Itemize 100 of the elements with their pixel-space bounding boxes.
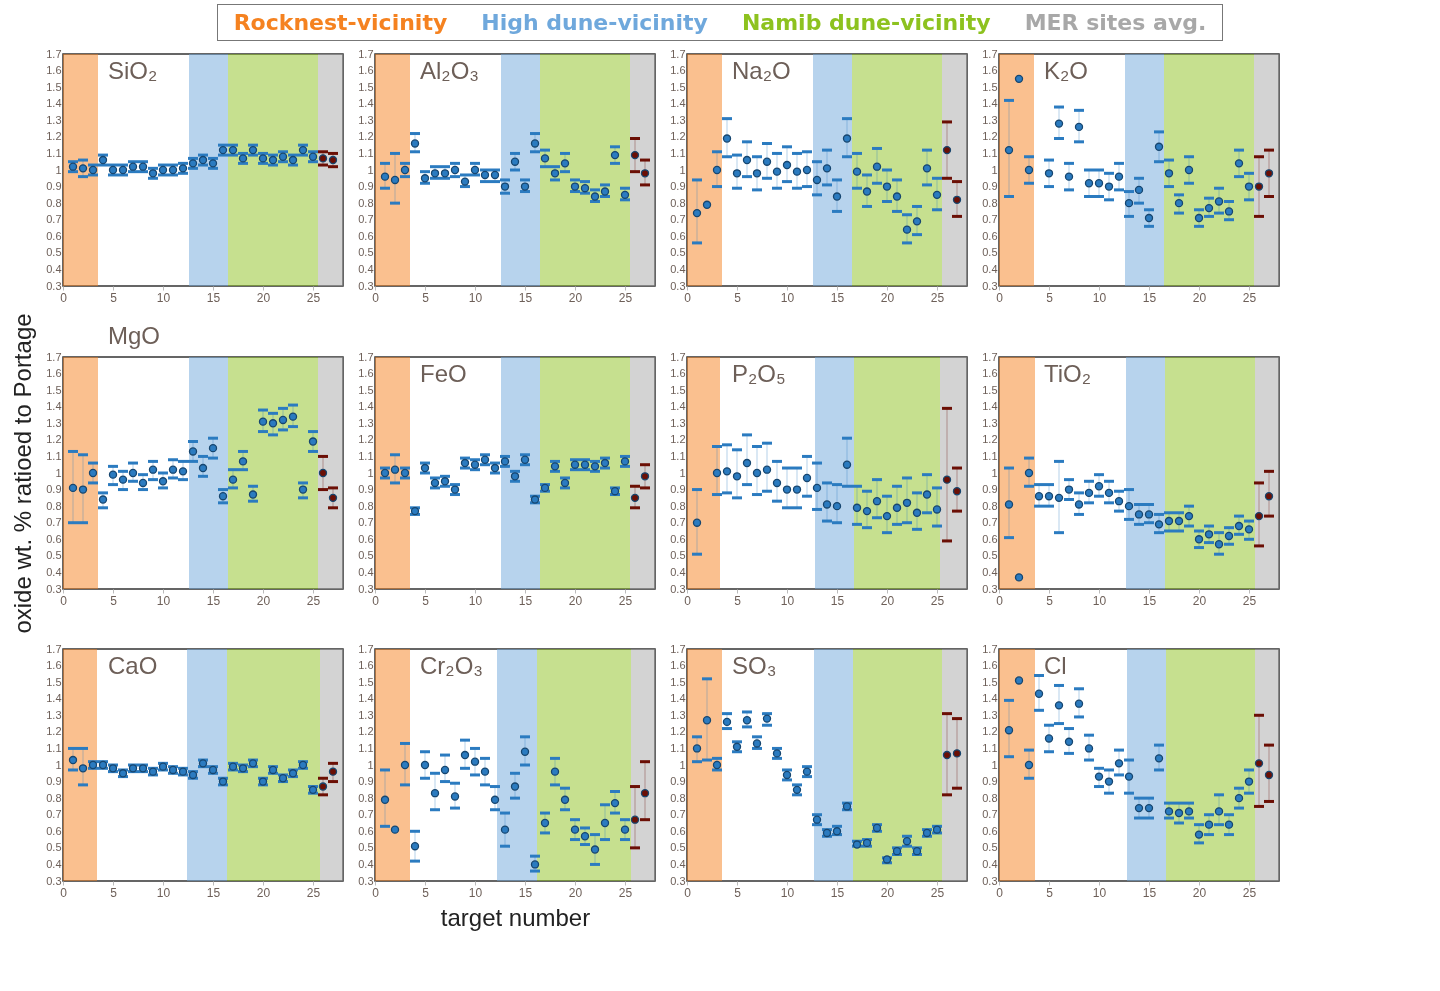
y-tick-label: 1.1 <box>46 741 62 754</box>
point <box>1264 770 1274 780</box>
y-tick-label: 0.7 <box>670 516 686 529</box>
point <box>1204 530 1214 539</box>
point <box>762 714 772 723</box>
point <box>148 465 158 474</box>
point <box>1024 760 1034 770</box>
point <box>550 767 560 776</box>
y-tick-label: 0.9 <box>670 483 686 496</box>
y-tick-label: 1.7 <box>46 47 62 60</box>
point <box>952 487 962 496</box>
y-tick-label: 1.6 <box>670 659 686 672</box>
chart-title: K₂O <box>1044 57 1088 84</box>
y-tick-label: 0.4 <box>46 565 62 578</box>
x-tick-label: 0 <box>60 885 68 900</box>
y-tick-label: 1 <box>55 163 62 176</box>
x-tick-label: 25 <box>618 885 633 900</box>
point <box>78 485 88 494</box>
y-tick-label: 0.9 <box>46 180 62 193</box>
point <box>1084 744 1094 753</box>
point <box>298 485 308 494</box>
y-tick-label: 0.8 <box>982 499 998 512</box>
x-tick-label: 15 <box>206 593 221 608</box>
x-tick-label: 20 <box>880 593 895 608</box>
x-tick-label: 10 <box>156 885 171 900</box>
y-tick-label: 0.4 <box>358 857 374 870</box>
point <box>1264 169 1274 178</box>
y-tick-label: 1.4 <box>46 400 62 413</box>
point <box>208 443 218 453</box>
y-tick-label: 1.7 <box>46 642 62 655</box>
point <box>1114 759 1124 768</box>
y-tick-label: 1.4 <box>670 692 686 705</box>
y-tick-label: 0.6 <box>982 532 998 545</box>
x-tick-label: 25 <box>930 290 945 305</box>
point <box>1244 525 1254 534</box>
point <box>1074 500 1084 509</box>
chart-title: Cl <box>1044 652 1067 679</box>
point <box>1064 172 1074 181</box>
point <box>782 160 792 170</box>
y-tick-label: 1.7 <box>46 350 62 363</box>
point <box>1164 807 1174 816</box>
point <box>692 208 702 218</box>
y-tick-label: 0.9 <box>358 483 374 496</box>
y-tick-label: 1 <box>367 466 374 479</box>
point <box>500 825 510 834</box>
x-tick-label: 15 <box>1142 885 1157 900</box>
point <box>1044 169 1054 178</box>
point <box>722 717 732 727</box>
chart-title: Cr₂O₃ <box>420 652 484 679</box>
point <box>318 468 328 478</box>
y-tick-label: 1.2 <box>46 725 62 738</box>
x-tick-label: 5 <box>734 290 742 305</box>
y-tick-label: 1.2 <box>670 433 686 446</box>
y-tick-label: 1.6 <box>358 64 374 77</box>
chart-title: MgO <box>108 321 161 349</box>
x-tick-label: 15 <box>206 885 221 900</box>
point <box>1084 179 1094 188</box>
point <box>1074 699 1084 708</box>
y-tick-label: 1.1 <box>358 449 374 462</box>
point <box>832 501 842 511</box>
y-tick-label: 0.7 <box>46 808 62 821</box>
x-tick-label: 5 <box>1046 885 1054 900</box>
point <box>400 760 410 770</box>
y-tick-label: 1.5 <box>358 80 374 93</box>
band-label: Namib dune-vicinity <box>741 10 991 35</box>
point <box>620 190 630 200</box>
y-tick-label: 1.2 <box>982 433 998 446</box>
y-tick-label: 0.3 <box>46 279 62 292</box>
y-tick-label: 1.2 <box>358 725 374 738</box>
x-tick-label: 15 <box>1142 593 1157 608</box>
y-tick-label: 1.5 <box>670 80 686 93</box>
x-tick-label: 15 <box>1142 290 1157 305</box>
point <box>802 165 812 175</box>
point <box>762 465 772 474</box>
y-tick-label: 0.5 <box>46 549 62 562</box>
point <box>692 518 702 527</box>
point <box>772 478 782 488</box>
point <box>590 845 600 854</box>
x-tick-label: 5 <box>422 290 430 305</box>
point <box>1014 74 1024 84</box>
y-tick-label: 0.4 <box>358 565 374 578</box>
y-tick-label: 0.8 <box>670 196 686 209</box>
point <box>892 192 902 201</box>
x-tick-label: 0 <box>372 885 380 900</box>
x-tick-label: 15 <box>206 290 221 305</box>
point <box>580 832 590 841</box>
x-tick-label: 10 <box>1092 885 1107 900</box>
x-tick-label: 15 <box>518 593 533 608</box>
y-tick-label: 1.2 <box>982 725 998 738</box>
y-tick-label: 0.5 <box>670 246 686 259</box>
point <box>520 747 530 756</box>
point <box>1174 808 1184 818</box>
point <box>1004 726 1014 735</box>
y-tick-label: 1.6 <box>46 367 62 380</box>
point <box>932 190 942 200</box>
point <box>1164 516 1174 526</box>
point <box>640 472 650 481</box>
point <box>1024 165 1034 175</box>
x-tick-label: 10 <box>468 593 483 608</box>
point <box>1154 142 1164 151</box>
